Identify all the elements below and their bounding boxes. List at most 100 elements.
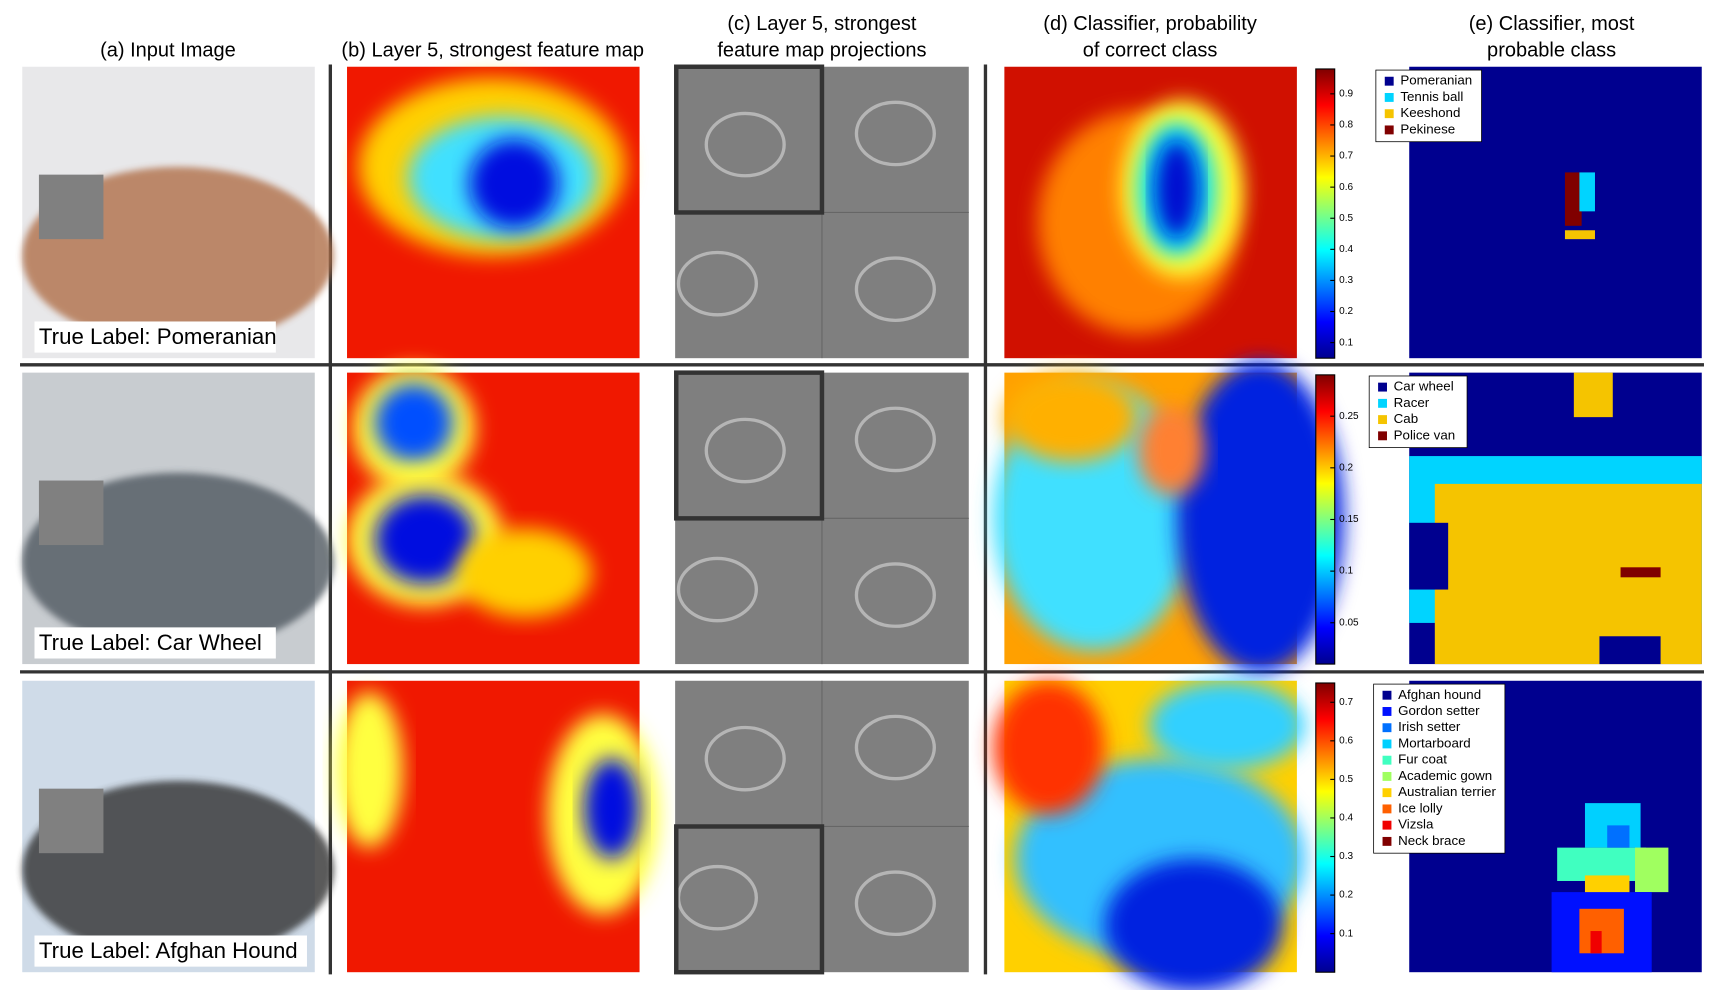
highlight-box	[674, 64, 825, 215]
probability-blob	[1154, 139, 1200, 240]
legend-label: Academic gown	[1398, 768, 1492, 783]
true-label: True Label: Afghan Hound	[39, 938, 298, 963]
colorbar-tick-label: 0.5	[1339, 774, 1353, 785]
column-header: feature map projections	[717, 40, 926, 62]
legend-box	[1373, 683, 1506, 854]
highlight-box	[674, 824, 825, 975]
legend-swatch	[1382, 739, 1392, 749]
projection-pattern	[676, 556, 759, 623]
highlight-box	[674, 370, 825, 521]
colorbar-tick-label: 0.9	[1339, 88, 1353, 99]
feature-blob	[374, 495, 475, 584]
colorbar-tick-label: 0.1	[1339, 337, 1353, 348]
legend-label: Afghan hound	[1398, 687, 1481, 702]
projection-pattern	[854, 870, 936, 937]
colorbar-tick-label: 0.2	[1339, 890, 1353, 901]
feature-blob	[458, 528, 592, 618]
feature-blob	[469, 139, 559, 229]
class-region	[1607, 825, 1630, 848]
legend-swatch	[1384, 92, 1394, 102]
occluder	[38, 480, 104, 546]
class-region	[1599, 636, 1661, 665]
legend-swatch	[1378, 398, 1387, 408]
class-region	[1434, 483, 1702, 665]
probability-blob	[993, 680, 1105, 815]
colorbar-tick-label: 0.1	[1339, 928, 1353, 939]
colorbar-tick-label: 0.6	[1339, 182, 1353, 193]
colorbar	[1315, 682, 1336, 973]
probability-blob	[1137, 406, 1205, 495]
colorbar-tick-label: 0.2	[1339, 306, 1353, 317]
legend-label: Keeshond	[1400, 105, 1460, 120]
probability-blob	[1148, 680, 1305, 770]
class-region	[1409, 522, 1449, 590]
projection-pattern	[854, 100, 936, 167]
legend-swatch	[1382, 690, 1392, 700]
legend-swatch	[1382, 707, 1392, 716]
legend-swatch	[1378, 415, 1387, 425]
true-label: True Label: Car Wheel	[39, 630, 262, 655]
legend-label: Neck brace	[1398, 833, 1465, 848]
column-header: (d) Classifier, probability	[1043, 13, 1257, 35]
legend-swatch	[1384, 76, 1394, 86]
projection-pattern	[676, 250, 759, 317]
projection-pattern	[854, 406, 936, 473]
legend-swatch	[1382, 755, 1392, 765]
legend-label: Irish setter	[1398, 719, 1461, 734]
legend-label: Racer	[1394, 395, 1430, 410]
probability-blob	[1004, 372, 1138, 462]
label-box	[34, 321, 276, 353]
colorbar-tick-label: 0.3	[1339, 851, 1353, 862]
legend-label: Gordon setter	[1398, 703, 1480, 718]
feature-blob	[335, 691, 403, 848]
occluder	[38, 174, 104, 240]
legend-swatch	[1384, 109, 1394, 119]
class-region	[1564, 172, 1582, 226]
colorbar-tick-label: 0.05	[1339, 617, 1359, 628]
colorbar-tick-label: 0.1	[1339, 566, 1353, 577]
probability-blob	[1176, 361, 1344, 673]
label-box	[34, 627, 276, 659]
legend-swatch	[1384, 125, 1394, 135]
class-region	[1590, 931, 1602, 954]
feature-blob	[583, 758, 640, 859]
colorbar-tick-label: 0.3	[1339, 275, 1353, 286]
legend-swatch	[1378, 431, 1387, 441]
projection-pattern	[854, 562, 936, 628]
legend-swatch	[1382, 788, 1392, 798]
class-region	[1564, 230, 1595, 240]
colorbar-tick-label: 0.2	[1339, 462, 1353, 473]
legend-swatch	[1382, 836, 1392, 846]
probability-blob	[1104, 858, 1283, 990]
legend-swatch	[1382, 804, 1392, 814]
class-region	[1584, 875, 1630, 898]
column-header: (c) Layer 5, strongest	[727, 13, 917, 35]
legend-label: Ice lolly	[1398, 800, 1443, 815]
legend-label: Pomeranian	[1400, 73, 1472, 88]
label-box	[34, 935, 307, 967]
column-header: (e) Classifier, most	[1469, 13, 1635, 35]
column-header: (a) Input Image	[100, 40, 236, 62]
projection-pattern	[704, 111, 786, 178]
class-region	[1573, 372, 1613, 418]
colorbar-tick-label: 0.4	[1339, 244, 1353, 255]
colorbar-tick-label: 0.7	[1339, 151, 1353, 162]
legend-label: Cab	[1394, 411, 1418, 426]
projection-pattern	[854, 714, 936, 781]
legend-label: Tennis ball	[1400, 89, 1463, 104]
colorbar-tick-label: 0.8	[1339, 120, 1353, 131]
class-region	[1635, 847, 1669, 893]
projection-pattern	[854, 256, 936, 323]
column-header: (b) Layer 5, strongest feature map	[341, 40, 644, 62]
colorbar-tick-label: 0.6	[1339, 735, 1353, 746]
projection-pattern	[704, 725, 786, 792]
colorbar-tick-label: 0.7	[1339, 697, 1353, 708]
colorbar-tick-label: 0.4	[1339, 813, 1353, 824]
column-header: of correct class	[1083, 40, 1218, 62]
colorbar	[1315, 68, 1336, 359]
feature-blob	[374, 383, 453, 462]
legend-swatch	[1378, 382, 1387, 392]
legend-label: Australian terrier	[1398, 784, 1496, 799]
colorbar-tick-label: 0.15	[1339, 514, 1359, 525]
